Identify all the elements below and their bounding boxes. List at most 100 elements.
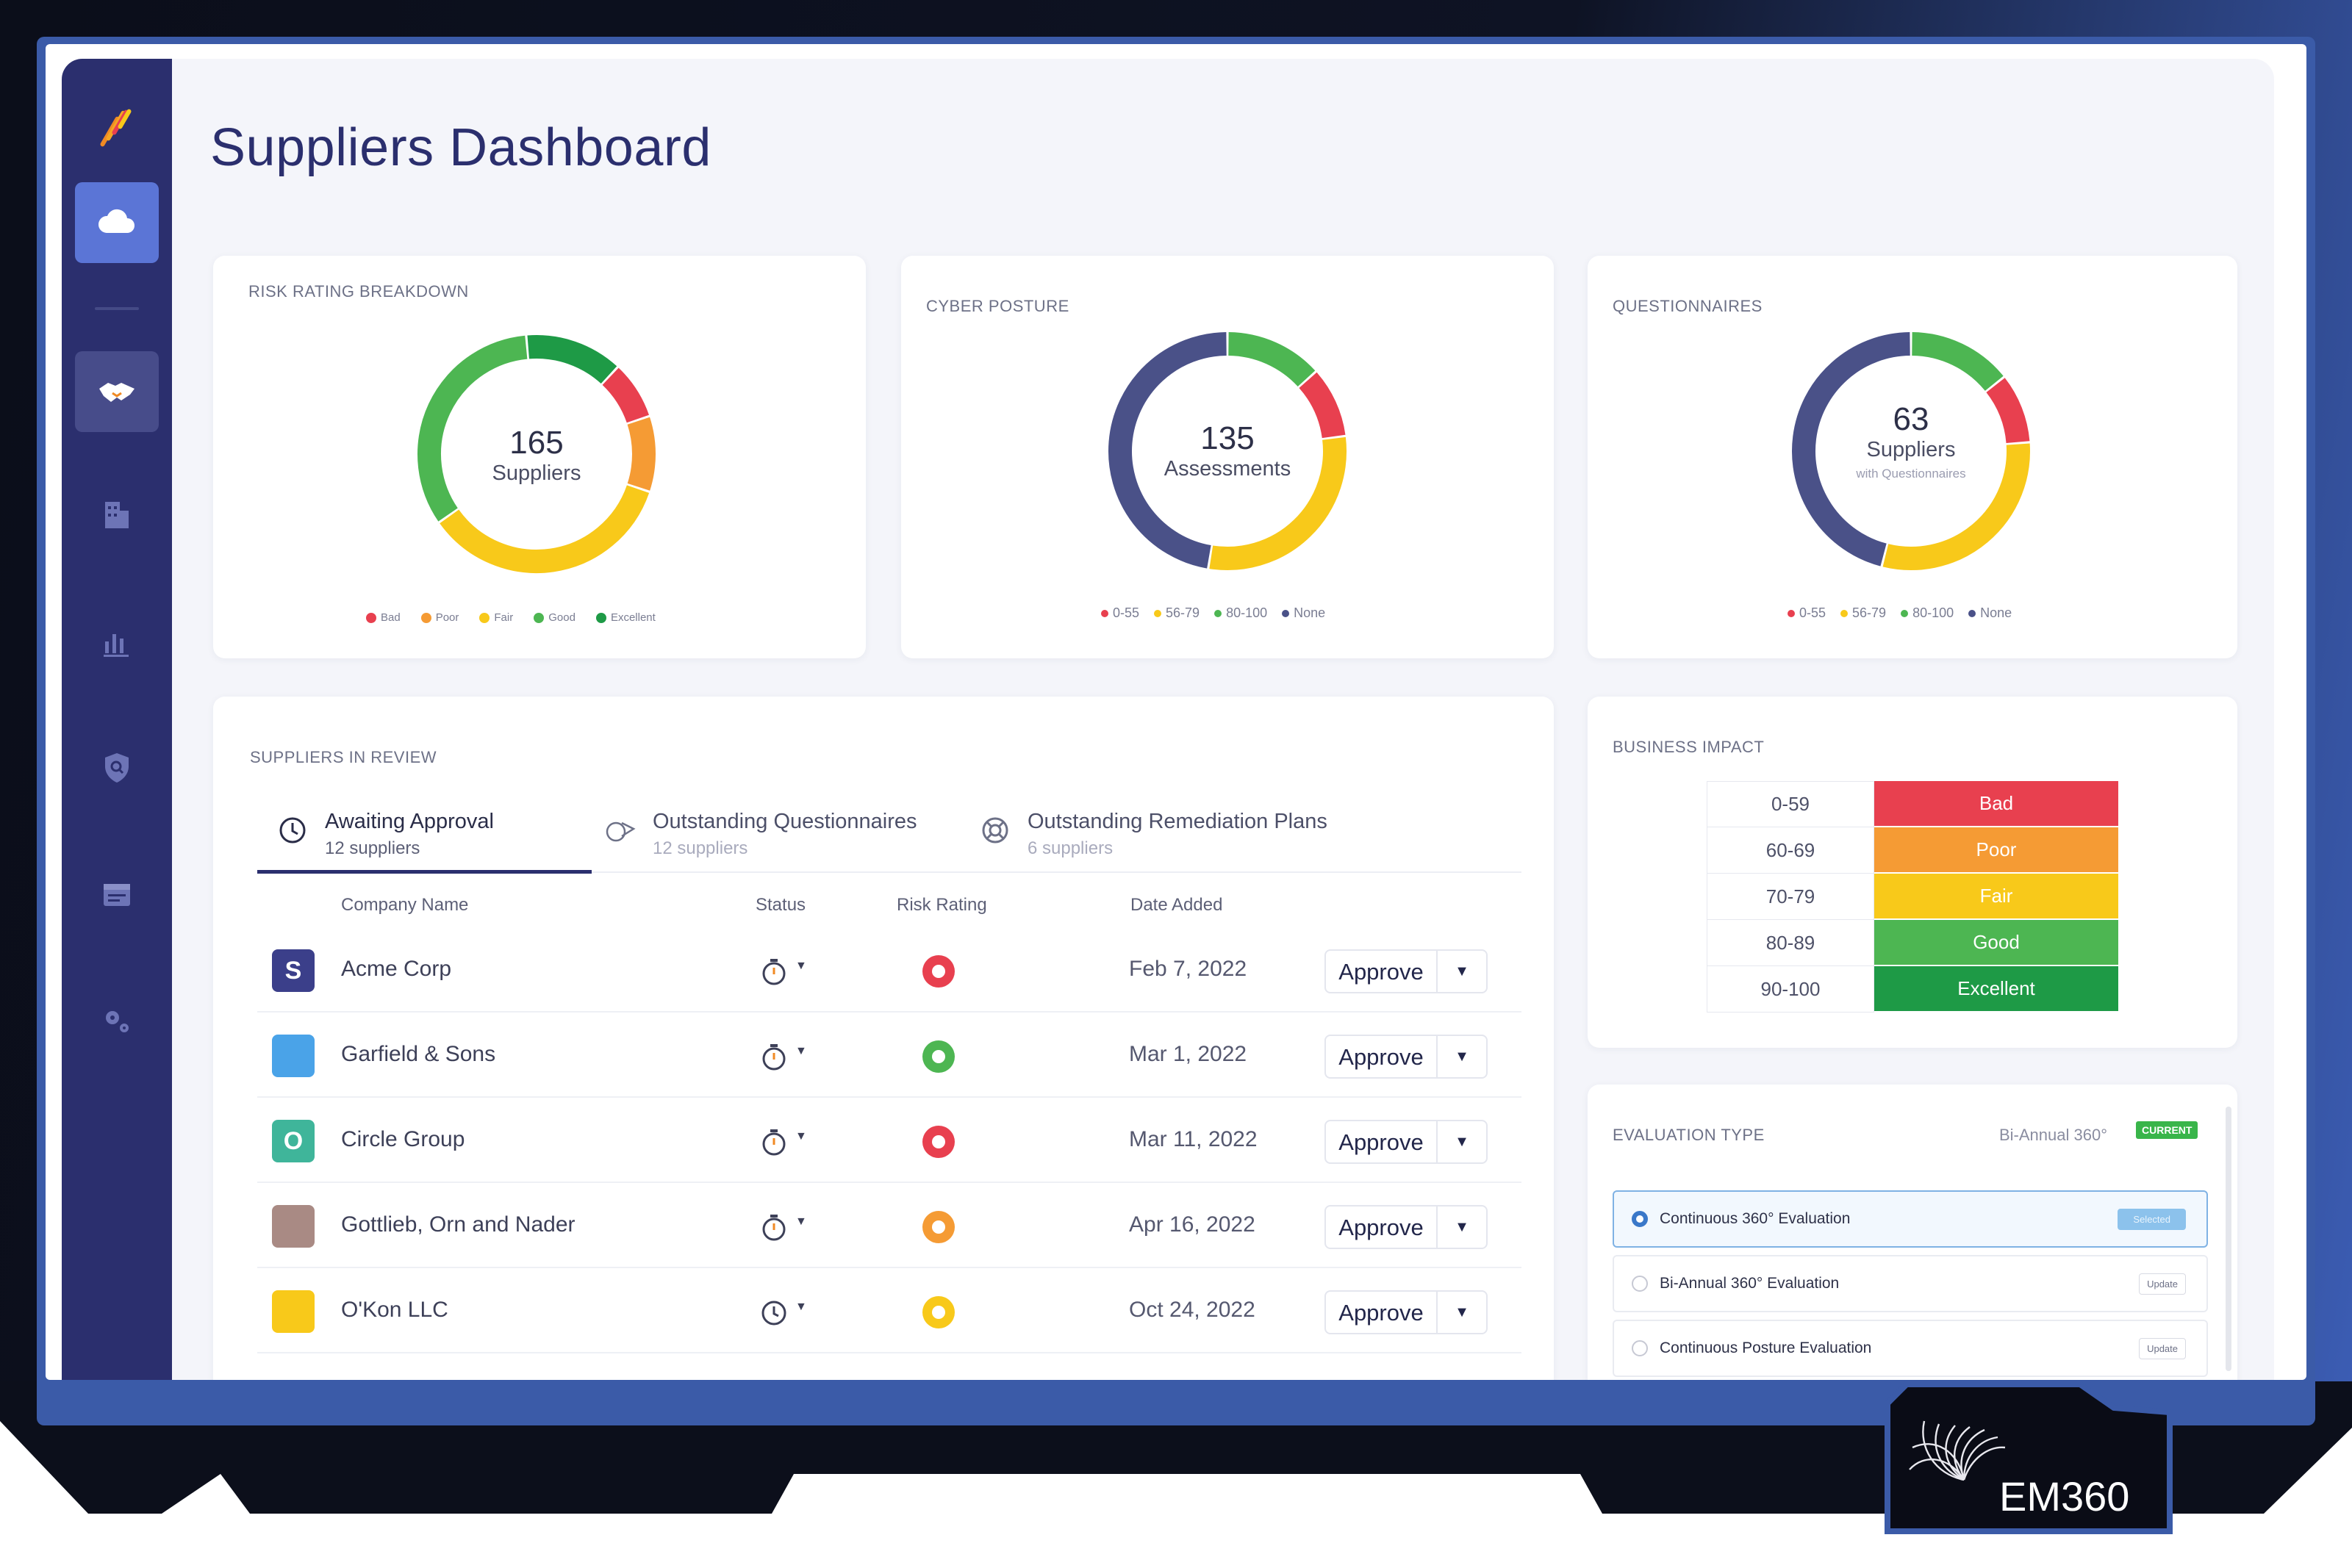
donut-segment [1209, 436, 1347, 570]
sidebar-item-companies[interactable] [75, 475, 159, 555]
impact-range: 0-59 [1707, 781, 1874, 827]
status-dropdown[interactable]: ▼ [757, 1293, 816, 1331]
donut-segment [1108, 332, 1227, 569]
questionnaire-count-sub: with Questionnaires [1856, 467, 1966, 481]
table-row[interactable]: O Circle Group ▼ Mar 11, 2022 Approve ▼ [257, 1098, 1521, 1183]
column-header[interactable]: Status [756, 895, 806, 915]
approve-button[interactable]: Approve [1326, 951, 1438, 992]
column-header[interactable]: Date Added [1130, 895, 1223, 915]
clock-icon [761, 1301, 786, 1326]
tab-outstanding-questionnaires[interactable]: Outstanding Questionnaires 12 suppliers [603, 799, 917, 873]
radio-button[interactable] [1632, 1276, 1648, 1292]
evaluation-option[interactable]: Bi-Annual 360° Evaluation Update [1613, 1255, 2208, 1312]
company-name[interactable]: Acme Corp [341, 957, 452, 981]
impact-level: Poor [1874, 827, 2118, 872]
table-row[interactable]: O'Kon LLC ▼ Oct 24, 2022 Approve ▼ [257, 1268, 1521, 1353]
sidebar [62, 59, 172, 1380]
chevron-down-icon: ▼ [795, 1215, 807, 1228]
risk-rating-indicator [922, 955, 955, 988]
legend-item: 56-79 [1840, 605, 1886, 621]
evaluation-option-label: Continuous Posture Evaluation [1660, 1339, 1872, 1356]
company-name[interactable]: Garfield & Sons [341, 1042, 496, 1066]
legend-item: Fair [479, 611, 513, 624]
evaluation-option-label: Bi-Annual 360° Evaluation [1660, 1275, 1840, 1292]
assessment-count-unit: Assessments [1164, 457, 1291, 481]
status-dropdown[interactable]: ▼ [757, 1208, 816, 1246]
company-logo: S [272, 949, 315, 992]
app-logo [98, 93, 135, 151]
table-row[interactable]: Garfield & Sons ▼ Mar 1, 2022 Approve ▼ [257, 1013, 1521, 1098]
chevron-down-icon: ▼ [1455, 1218, 1469, 1235]
impact-row: 60-69 Poor [1707, 827, 2118, 874]
update-button[interactable]: Update [2139, 1273, 2186, 1295]
risk-rating-indicator [922, 1296, 955, 1328]
status-dropdown[interactable]: ▼ [757, 1123, 816, 1161]
sidebar-item-analytics[interactable] [75, 601, 159, 682]
status-dropdown[interactable]: ▼ [757, 952, 816, 990]
donut-segment [1227, 332, 1316, 387]
radio-button[interactable] [1632, 1211, 1648, 1227]
company-name[interactable]: Gottlieb, Orn and Nader [341, 1212, 576, 1237]
sidebar-item-settings[interactable] [75, 980, 159, 1061]
table-row[interactable]: Gottlieb, Orn and Nader ▼ Apr 16, 2022 A… [257, 1183, 1521, 1268]
approve-button[interactable]: Approve [1326, 1206, 1438, 1248]
chevron-down-icon: ▼ [795, 1130, 807, 1143]
sidebar-item-cloud[interactable] [75, 182, 159, 263]
donut-segment [1911, 332, 2004, 392]
impact-level: Good [1874, 920, 2118, 965]
approve-menu-toggle[interactable]: ▼ [1438, 1049, 1486, 1065]
scrollbar[interactable] [2226, 1107, 2231, 1371]
approve-button[interactable]: Approve [1326, 1036, 1438, 1077]
risk-rating-indicator [922, 1126, 955, 1158]
risk-rating-indicator [922, 1211, 955, 1243]
update-button[interactable]: Update [2139, 1337, 2186, 1359]
radio-button[interactable] [1632, 1340, 1648, 1356]
approve-menu-toggle[interactable]: ▼ [1438, 963, 1486, 980]
chevron-down-icon: ▼ [1455, 1303, 1469, 1320]
tab-count: 12 suppliers [653, 838, 748, 858]
approve-menu-toggle[interactable]: ▼ [1438, 1304, 1486, 1321]
table-row[interactable]: S Acme Corp ▼ Feb 7, 2022 Approve ▼ [257, 927, 1521, 1013]
questionnaires-card: QUESTIONNAIRES 63 Suppliers with Questio… [1588, 256, 2237, 658]
approve-button[interactable]: Approve [1326, 1121, 1438, 1162]
tab-outstanding-remediation[interactable]: Outstanding Remediation Plans 6 suppliers [978, 799, 1327, 873]
shield-search-icon [105, 753, 129, 783]
impact-row: 0-59 Bad [1707, 781, 2118, 827]
timer-icon [762, 959, 786, 985]
questionnaires-donut [1792, 332, 2030, 570]
impact-range: 70-79 [1707, 874, 1874, 920]
questionnaire-count-unit: Suppliers [1866, 438, 1956, 461]
company-name[interactable]: O'Kon LLC [341, 1298, 448, 1322]
status-dropdown[interactable]: ▼ [757, 1037, 816, 1076]
sidebar-item-calendar[interactable] [75, 854, 159, 935]
approve-split-button: Approve ▼ [1324, 1205, 1488, 1249]
current-badge: CURRENT [2136, 1121, 2198, 1139]
donut-segment [1299, 372, 1346, 439]
impact-range: 60-69 [1707, 827, 1874, 874]
approve-split-button: Approve ▼ [1324, 1290, 1488, 1334]
company-name[interactable]: Circle Group [341, 1127, 465, 1151]
company-logo [272, 1290, 315, 1333]
chevron-down-icon: ▼ [795, 1301, 807, 1313]
em360-logo: EM360 [1885, 1381, 2173, 1534]
evaluation-option[interactable]: Continuous 360° Evaluation Selected [1613, 1190, 2208, 1248]
approve-menu-toggle[interactable]: ▼ [1438, 1134, 1486, 1151]
column-header[interactable]: Company Name [341, 895, 469, 915]
selected-badge: Selected [2118, 1208, 2186, 1230]
card-label: SUPPLIERS IN REVIEW [250, 748, 437, 766]
calendar-icon [104, 884, 130, 906]
approve-button[interactable]: Approve [1326, 1292, 1438, 1333]
legend-item: 0-55 [1101, 605, 1139, 621]
sidebar-item-security[interactable] [75, 727, 159, 808]
cloud-icon [98, 209, 135, 233]
column-header[interactable]: Risk Rating [897, 895, 987, 915]
sidebar-item-suppliers[interactable] [75, 351, 159, 432]
tab-awaiting-approval[interactable]: Awaiting Approval 12 suppliers [275, 799, 494, 873]
approve-menu-toggle[interactable]: ▼ [1438, 1219, 1486, 1236]
tab-label: Outstanding Remediation Plans [1028, 810, 1327, 833]
company-logo [272, 1035, 315, 1077]
company-logo: O [272, 1120, 315, 1162]
evaluation-option[interactable]: Continuous Posture Evaluation Update [1613, 1320, 2208, 1377]
card-label: RISK RATING BREAKDOWN [248, 282, 469, 301]
risk-rating-donut [417, 335, 656, 573]
